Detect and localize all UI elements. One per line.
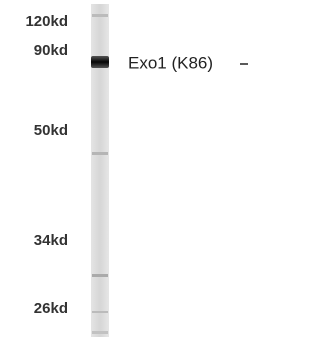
marker-label: 34kd: [34, 232, 68, 249]
main-band: [91, 56, 109, 68]
blot-figure: 120kd 90kd 50kd 34kd 26kd Exo1 (K86): [0, 0, 248, 339]
page: 120kd 90kd 50kd 34kd 26kd Exo1 (K86) (()…: [0, 0, 248, 339]
band: [92, 311, 108, 313]
lane: [91, 4, 109, 337]
marker-label: 90kd: [34, 42, 68, 59]
band: [92, 14, 108, 17]
band: [92, 274, 108, 277]
marker-label: 50kd: [34, 122, 68, 139]
marker-label: 26kd: [34, 300, 68, 317]
band: [92, 331, 108, 334]
band-label: Exo1 (K86): [128, 53, 213, 72]
marker-label: 120kd: [25, 13, 68, 30]
band: [92, 152, 108, 155]
